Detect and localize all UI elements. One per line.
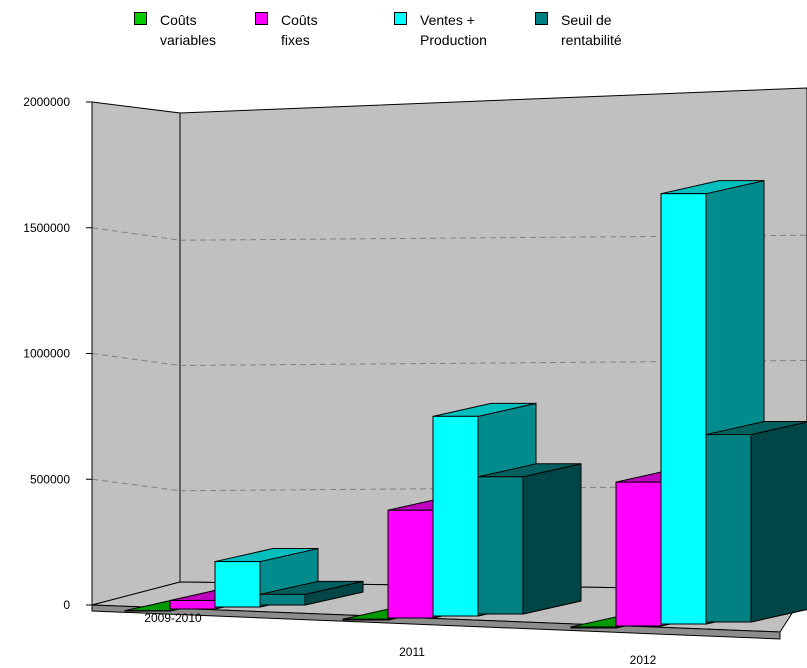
bar-2-1 (433, 416, 478, 616)
x-tick-label: 2012 (630, 653, 657, 667)
y-tick-label: 0 (63, 598, 70, 612)
bar-2-0 (215, 562, 260, 607)
bar-3-2 (706, 435, 751, 622)
chart-side-wall (92, 102, 180, 605)
bar-1-0 (170, 600, 215, 609)
x-tick-label: 2011 (399, 645, 425, 659)
y-tick-label: 2000000 (23, 95, 70, 109)
bar-2-2 (661, 194, 706, 624)
bar-side-3 (523, 464, 581, 614)
x-tick-label: 2009-2010 (144, 611, 202, 625)
bar-0-2 (571, 627, 616, 628)
y-tick-label: 1500000 (23, 221, 70, 235)
bar-1-2 (616, 482, 661, 626)
y-tick-label: 500000 (30, 472, 70, 486)
bar-3-0 (260, 594, 305, 605)
bar-0-1 (343, 619, 388, 620)
bar-side-3 (751, 422, 807, 622)
y-tick-label: 1000000 (23, 347, 70, 361)
bar-3-1 (478, 477, 523, 614)
y-axis: 0 500000 1000000 1500000 2000000 (23, 95, 92, 612)
bar-1-1 (388, 510, 433, 618)
